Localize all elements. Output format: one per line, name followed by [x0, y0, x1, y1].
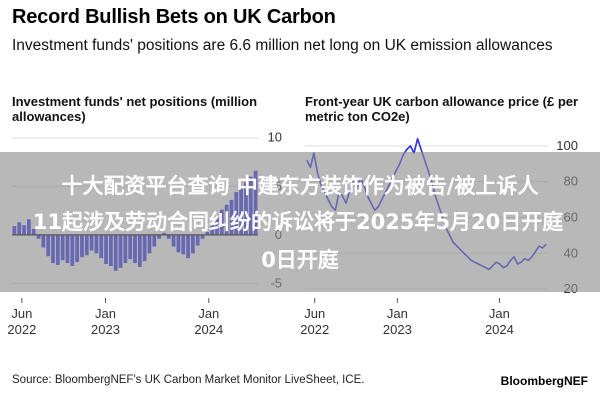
x-tick-label-year: 2024	[485, 322, 514, 337]
banner-line-2: 11起涉及劳动合同纠纷的诉讼将于2025年5月20日开庭	[32, 210, 564, 234]
x-tick-label-year: 2022	[7, 322, 36, 337]
x-tick-label: Jun	[304, 306, 325, 321]
left-panel-title: Investment funds' net positions (million…	[12, 94, 258, 124]
x-tick-label: Jan	[387, 306, 408, 321]
x-tick-label: Jun	[11, 306, 32, 321]
source-note: Source: BloombergNEF's UK Carbon Market …	[12, 374, 365, 386]
chart-title: Record Bullish Bets on UK Carbon	[12, 6, 336, 28]
right-panel-title: Front-year UK carbon allowance price (£ …	[305, 94, 579, 124]
banner-line-1: 十大配资平台查询 中建东方装饰作为被告/被上诉人	[61, 174, 539, 198]
x-tick-label: Jan	[489, 306, 510, 321]
y-tick-label: 100	[556, 138, 578, 153]
x-tick-label-year: 2023	[91, 322, 120, 337]
chart-subtitle: Investment funds' positions are 6.6 mill…	[12, 37, 553, 54]
x-tick-label-year: 2024	[194, 322, 223, 337]
brand-logo: BloombergNEF	[500, 374, 588, 388]
x-tick-label: Jan	[95, 306, 116, 321]
banner-line-3: 0日开庭	[261, 248, 339, 272]
y-tick-label: 10	[268, 130, 282, 145]
x-tick-label-year: 2023	[383, 322, 412, 337]
overlay-banner	[0, 152, 600, 292]
x-tick-label-year: 2022	[300, 322, 329, 337]
x-tick-label: Jan	[198, 306, 219, 321]
